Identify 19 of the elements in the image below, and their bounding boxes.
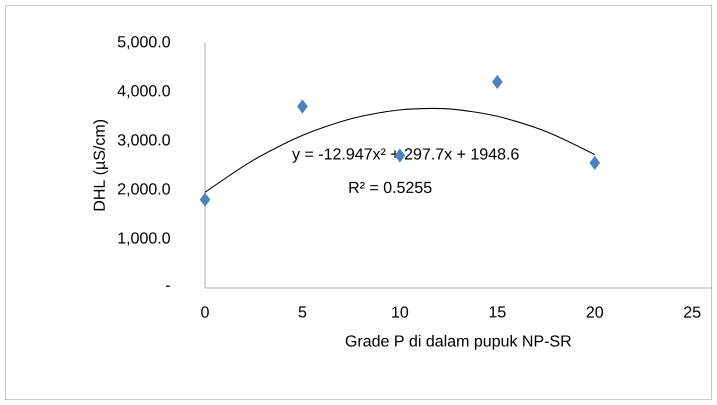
y-tick-label: - xyxy=(166,286,170,287)
x-tick-label: 15 xyxy=(490,306,506,318)
x-tick-label: 10 xyxy=(392,306,408,318)
y-axis-title: DHL (µS/cm) xyxy=(93,120,108,210)
x-tick-label: 25 xyxy=(684,306,700,318)
point xyxy=(492,74,503,89)
point xyxy=(297,100,308,114)
y-tick-label: 5,000.0 xyxy=(118,36,170,50)
x-tick-label: 5 xyxy=(298,306,306,318)
annotation: R² = 0.5255 xyxy=(349,182,432,194)
y-tick-label: 4,000.0 xyxy=(118,85,170,98)
x-tick-label: 20 xyxy=(586,306,604,318)
x-axis-title: Grade P di dalam pupuk NP-SR xyxy=(346,334,571,350)
point xyxy=(589,156,600,170)
y-tick-label: 1,000.0 xyxy=(118,232,170,246)
point xyxy=(200,192,210,207)
y-tick-label: 3,000.0 xyxy=(118,134,170,148)
y-tick-label: 2,000.0 xyxy=(118,183,170,196)
x-tick-label: 0 xyxy=(201,306,209,318)
